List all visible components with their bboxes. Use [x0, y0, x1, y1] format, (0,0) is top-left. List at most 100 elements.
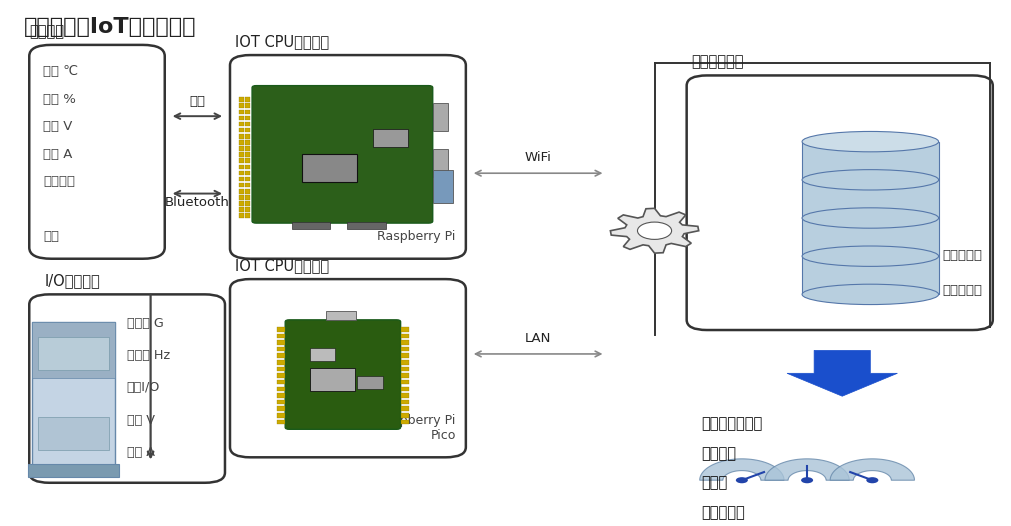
Text: Raspberry Pi
Pico: Raspberry Pi Pico [377, 414, 455, 442]
FancyBboxPatch shape [239, 165, 244, 169]
FancyBboxPatch shape [277, 360, 285, 365]
FancyBboxPatch shape [239, 153, 244, 157]
FancyBboxPatch shape [245, 97, 250, 102]
FancyBboxPatch shape [239, 170, 244, 175]
Text: I/O（装置）: I/O（装置） [44, 274, 100, 288]
FancyBboxPatch shape [245, 165, 250, 169]
FancyBboxPatch shape [400, 347, 408, 351]
Text: 装置I/O: 装置I/O [126, 381, 160, 394]
Text: 屋内・構内IoT活用モデル: 屋内・構内IoT活用モデル [24, 17, 196, 37]
FancyBboxPatch shape [239, 214, 244, 218]
FancyBboxPatch shape [245, 134, 250, 138]
FancyBboxPatch shape [245, 201, 250, 206]
FancyBboxPatch shape [245, 183, 250, 187]
Polygon shape [699, 459, 784, 480]
FancyBboxPatch shape [433, 149, 447, 177]
FancyBboxPatch shape [686, 75, 992, 330]
FancyBboxPatch shape [239, 146, 244, 151]
Text: 有線: 有線 [189, 95, 205, 107]
Ellipse shape [801, 477, 812, 483]
Text: WiFi: WiFi [524, 151, 551, 164]
Ellipse shape [802, 246, 937, 266]
FancyBboxPatch shape [245, 140, 250, 145]
FancyBboxPatch shape [277, 327, 285, 331]
FancyBboxPatch shape [277, 400, 285, 404]
FancyBboxPatch shape [400, 373, 408, 378]
Text: データベース: データベース [691, 54, 743, 69]
Text: センサー: センサー [29, 24, 64, 39]
FancyBboxPatch shape [326, 311, 355, 320]
FancyBboxPatch shape [400, 393, 408, 398]
FancyBboxPatch shape [239, 140, 244, 145]
FancyBboxPatch shape [239, 183, 244, 187]
Text: 加速度 G: 加速度 G [126, 317, 163, 330]
FancyBboxPatch shape [32, 322, 114, 379]
FancyBboxPatch shape [29, 295, 224, 483]
FancyBboxPatch shape [245, 146, 250, 151]
Text: ・進捗: ・進捗 [701, 476, 727, 491]
FancyBboxPatch shape [239, 134, 244, 138]
Text: 湿度 %: 湿度 % [43, 93, 76, 106]
Text: ・モニタリング: ・モニタリング [701, 417, 762, 431]
FancyBboxPatch shape [277, 413, 285, 418]
Ellipse shape [802, 132, 937, 152]
FancyBboxPatch shape [277, 387, 285, 391]
FancyBboxPatch shape [28, 464, 118, 477]
FancyBboxPatch shape [239, 104, 244, 108]
FancyBboxPatch shape [252, 86, 433, 223]
FancyBboxPatch shape [802, 141, 937, 295]
FancyBboxPatch shape [277, 380, 285, 385]
FancyBboxPatch shape [229, 279, 465, 457]
FancyBboxPatch shape [229, 55, 465, 259]
FancyBboxPatch shape [239, 109, 244, 114]
FancyBboxPatch shape [245, 207, 250, 212]
FancyBboxPatch shape [400, 333, 408, 338]
FancyBboxPatch shape [245, 128, 250, 133]
FancyBboxPatch shape [400, 353, 408, 358]
FancyBboxPatch shape [29, 45, 165, 259]
FancyBboxPatch shape [239, 195, 244, 200]
Ellipse shape [637, 222, 671, 239]
Text: LAN: LAN [525, 332, 551, 345]
FancyBboxPatch shape [277, 373, 285, 378]
Text: 電圧 V: 電圧 V [43, 120, 73, 133]
Polygon shape [829, 459, 914, 480]
Ellipse shape [865, 477, 878, 483]
FancyBboxPatch shape [245, 122, 250, 126]
FancyBboxPatch shape [245, 214, 250, 218]
FancyBboxPatch shape [347, 221, 385, 229]
FancyBboxPatch shape [245, 177, 250, 181]
FancyBboxPatch shape [239, 122, 244, 126]
Text: 画像: 画像 [43, 230, 60, 243]
FancyBboxPatch shape [433, 170, 452, 203]
FancyBboxPatch shape [310, 348, 335, 360]
FancyBboxPatch shape [433, 104, 447, 132]
FancyBboxPatch shape [400, 420, 408, 424]
Text: ・クラウド: ・クラウド [942, 284, 982, 297]
Ellipse shape [735, 477, 747, 483]
Text: 温度 ℃: 温度 ℃ [43, 65, 79, 78]
Text: ・・・・: ・・・・ [43, 175, 75, 188]
FancyBboxPatch shape [400, 413, 408, 418]
Text: ・故障予測: ・故障予測 [701, 505, 745, 520]
FancyBboxPatch shape [277, 407, 285, 411]
Text: Bluetooth: Bluetooth [165, 196, 229, 209]
FancyBboxPatch shape [400, 407, 408, 411]
FancyBboxPatch shape [239, 158, 244, 163]
Polygon shape [610, 208, 698, 253]
Text: ・生産性: ・生産性 [701, 446, 736, 461]
Text: 周波数 Hz: 周波数 Hz [126, 349, 170, 362]
FancyBboxPatch shape [285, 320, 400, 429]
FancyBboxPatch shape [277, 347, 285, 351]
FancyBboxPatch shape [400, 340, 408, 345]
Text: Raspberry Pi: Raspberry Pi [377, 230, 455, 244]
FancyBboxPatch shape [400, 380, 408, 385]
Polygon shape [787, 350, 897, 396]
FancyBboxPatch shape [239, 189, 244, 194]
FancyBboxPatch shape [277, 333, 285, 338]
FancyBboxPatch shape [400, 400, 408, 404]
FancyBboxPatch shape [32, 322, 114, 470]
Text: IOT CPUユニット: IOT CPUユニット [235, 258, 329, 273]
FancyBboxPatch shape [277, 367, 285, 371]
Ellipse shape [802, 170, 937, 190]
